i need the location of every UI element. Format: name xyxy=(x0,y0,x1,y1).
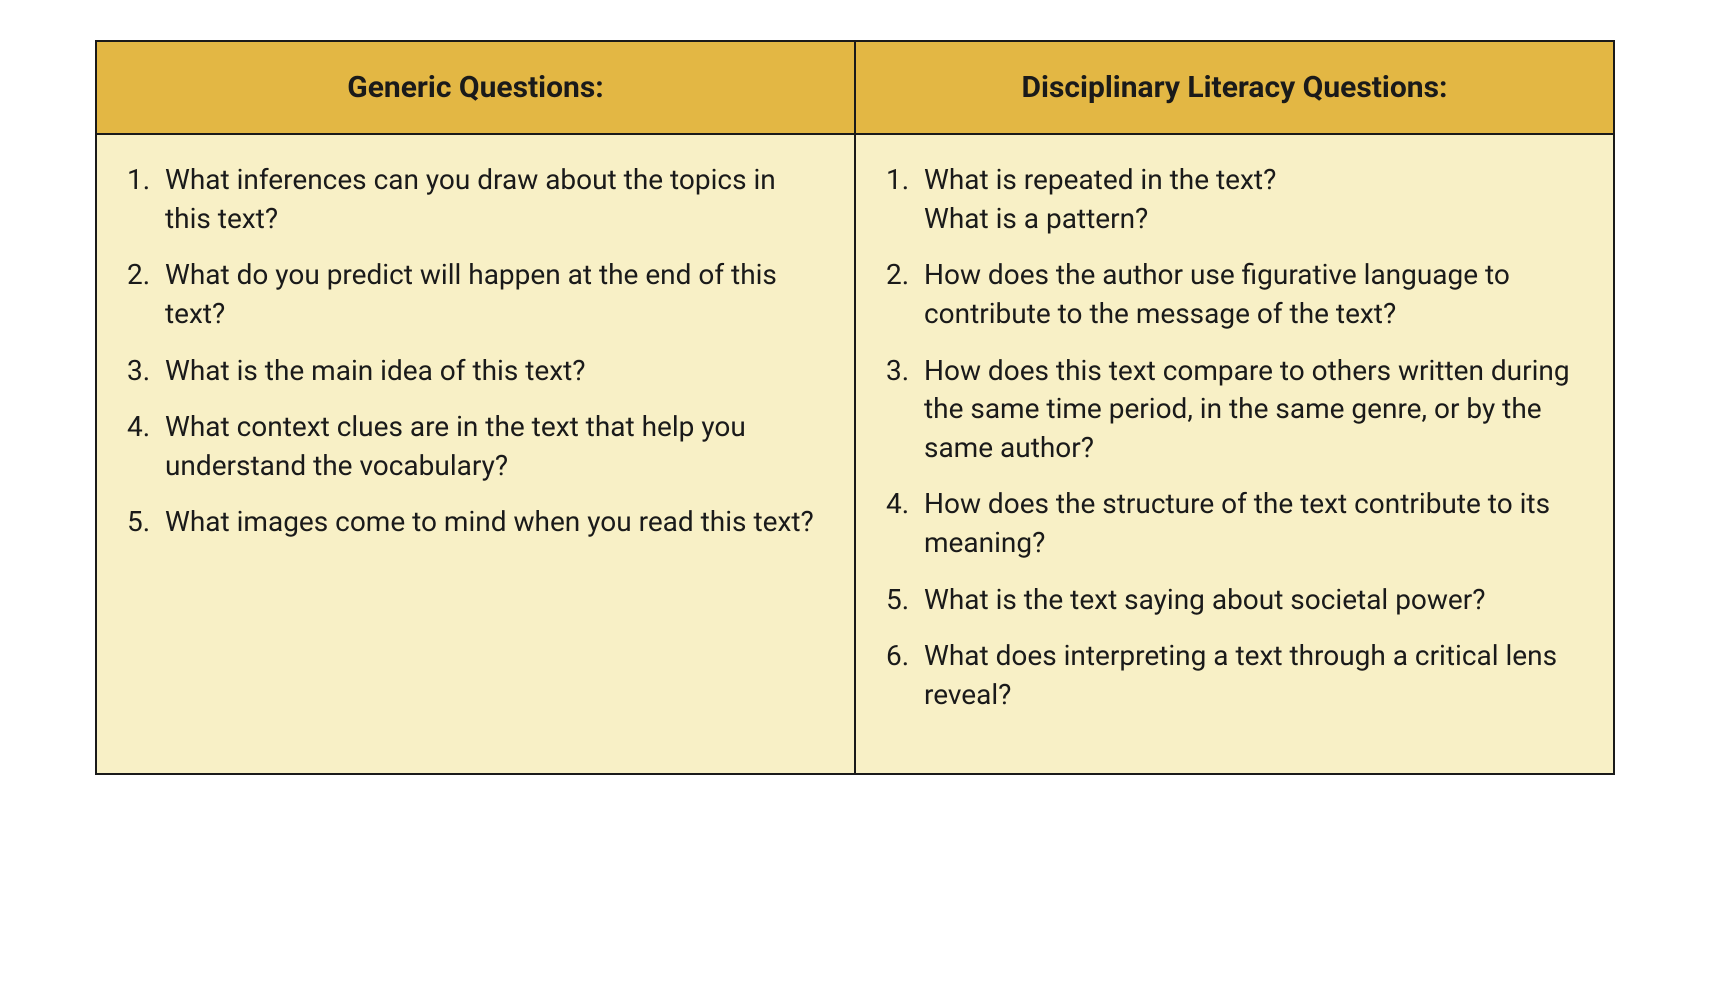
question-text: How does this text compare to others wri… xyxy=(924,354,1570,464)
disciplinary-item: What is repeated in the text? What is a p… xyxy=(886,161,1583,238)
generic-item: What do you predict will happen at the e… xyxy=(127,256,824,333)
question-text: What is repeated in the text? xyxy=(924,163,1276,196)
question-text: What does interpreting a text through a … xyxy=(924,639,1557,711)
header-generic: Generic Questions: xyxy=(97,42,854,133)
disciplinary-item: What does interpreting a text through a … xyxy=(886,637,1583,714)
disciplinary-cell: What is repeated in the text? What is a p… xyxy=(856,135,1613,773)
generic-item: What context clues are in the text that … xyxy=(127,408,824,485)
comparison-table: Generic Questions: Disciplinary Literacy… xyxy=(95,40,1615,775)
question-text: What images come to mind when you read t… xyxy=(165,505,814,538)
question-text: What do you predict will happen at the e… xyxy=(165,258,777,330)
disciplinary-item: How does the structure of the text contr… xyxy=(886,485,1583,562)
question-text: What is the main idea of this text? xyxy=(165,354,586,387)
generic-item: What images come to mind when you read t… xyxy=(127,503,824,542)
disciplinary-item: How does this text compare to others wri… xyxy=(886,352,1583,468)
question-extra: What is a pattern? xyxy=(924,200,1583,239)
disciplinary-item: What is the text saying about societal p… xyxy=(886,581,1583,620)
header-row: Generic Questions: Disciplinary Literacy… xyxy=(97,42,1613,133)
question-text: How does the structure of the text contr… xyxy=(924,487,1550,559)
generic-cell: What inferences can you draw about the t… xyxy=(97,135,854,773)
generic-list: What inferences can you draw about the t… xyxy=(127,161,824,542)
generic-item: What inferences can you draw about the t… xyxy=(127,161,824,238)
question-text: What context clues are in the text that … xyxy=(165,410,746,482)
question-text: What is the text saying about societal p… xyxy=(924,583,1486,616)
question-text: What inferences can you draw about the t… xyxy=(165,163,776,235)
body-row: What inferences can you draw about the t… xyxy=(97,135,1613,773)
disciplinary-list: What is repeated in the text? What is a p… xyxy=(886,161,1583,715)
generic-item: What is the main idea of this text? xyxy=(127,352,824,391)
header-disciplinary: Disciplinary Literacy Questions: xyxy=(856,42,1613,133)
disciplinary-item: How does the author use figurative langu… xyxy=(886,256,1583,333)
question-text: How does the author use figurative langu… xyxy=(924,258,1510,330)
